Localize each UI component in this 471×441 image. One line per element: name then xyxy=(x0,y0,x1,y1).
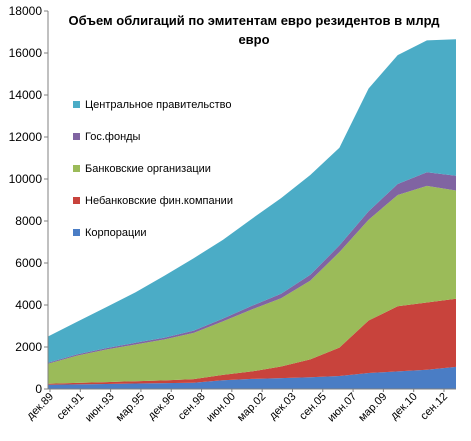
axes xyxy=(44,10,456,392)
area-series-4 xyxy=(48,39,456,363)
y-tick-label: 10000 xyxy=(9,172,43,186)
y-tick-label: 8000 xyxy=(15,214,42,228)
y-tick-label: 0 xyxy=(35,382,42,396)
chart-title-line-2: евро xyxy=(238,32,269,47)
y-tick-labels: 0 2000 4000 6000 8000 10000 12000 14000 16000 180… xyxy=(9,4,43,396)
legend-swatch xyxy=(73,229,80,236)
area-series-2 xyxy=(48,185,456,384)
legend: Центральное правительство Гос.фонды Банков… xyxy=(73,99,233,239)
y-tick-label: 4000 xyxy=(15,298,42,312)
legend-label: Банковские организации xyxy=(85,163,211,175)
legend-swatch xyxy=(73,133,80,140)
y-tick-label: 16000 xyxy=(9,46,43,60)
area-series-0 xyxy=(48,366,456,389)
legend-swatch xyxy=(73,197,80,204)
y-tick-label: 2000 xyxy=(15,340,42,354)
legend-swatch xyxy=(73,165,80,172)
area-series-1 xyxy=(48,298,456,385)
legend-label: Корпорации xyxy=(85,227,147,239)
legend-label: Небанковские фин.компании xyxy=(85,195,233,207)
chart-title-line-1: Объем облигаций по эмитентам евро резиде… xyxy=(69,13,441,28)
legend-label: Гос.фонды xyxy=(85,131,141,143)
y-tick-label: 12000 xyxy=(9,130,43,144)
y-tick-label: 18000 xyxy=(9,4,43,18)
y-tick-label: 6000 xyxy=(15,256,42,270)
area-layers xyxy=(48,39,456,389)
y-tick-label: 14000 xyxy=(9,88,43,102)
legend-label: Центральное правительство xyxy=(85,99,232,111)
legend-swatch xyxy=(73,101,80,108)
